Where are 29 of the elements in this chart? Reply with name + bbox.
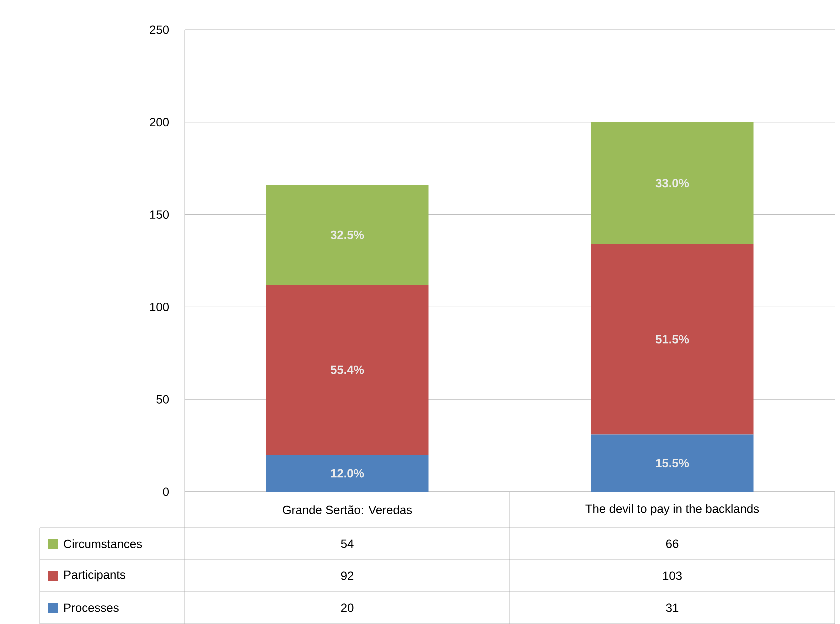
data-label: 103 bbox=[663, 572, 682, 580]
y-tick-label: 0 bbox=[163, 488, 170, 496]
data-label: 54 bbox=[341, 540, 354, 548]
bar bbox=[591, 434, 754, 492]
bar bbox=[591, 244, 754, 435]
annotation: 15.5% bbox=[656, 459, 690, 468]
legend-label: Processes bbox=[64, 604, 119, 612]
y-tick-label: 200 bbox=[150, 118, 170, 127]
y-tick-label: 100 bbox=[150, 302, 170, 312]
y-tick-label: 250 bbox=[150, 26, 170, 34]
annotation: 32.5% bbox=[330, 230, 364, 240]
bar bbox=[591, 122, 754, 244]
x-tick-label: The devil to pay in the backlands bbox=[586, 504, 760, 516]
data-label: 20 bbox=[341, 604, 354, 612]
x-tick-label: Grande Sertão: Veredas bbox=[283, 506, 412, 514]
annotation: 33.0% bbox=[656, 179, 690, 188]
y-tick-label: 50 bbox=[156, 395, 170, 404]
annotation: 55.4% bbox=[330, 366, 364, 374]
legend-label: Participants bbox=[64, 570, 126, 582]
data-label: 31 bbox=[666, 604, 679, 612]
data-label: 92 bbox=[341, 572, 354, 580]
annotation: 51.5% bbox=[656, 335, 690, 344]
data-label: 66 bbox=[666, 540, 679, 548]
y-tick-label: 150 bbox=[150, 210, 170, 220]
bar bbox=[266, 185, 429, 286]
bar bbox=[266, 455, 429, 492]
bar bbox=[266, 285, 429, 456]
legend-label: Circumstances bbox=[64, 540, 142, 548]
annotation: 12.0% bbox=[331, 469, 364, 478]
